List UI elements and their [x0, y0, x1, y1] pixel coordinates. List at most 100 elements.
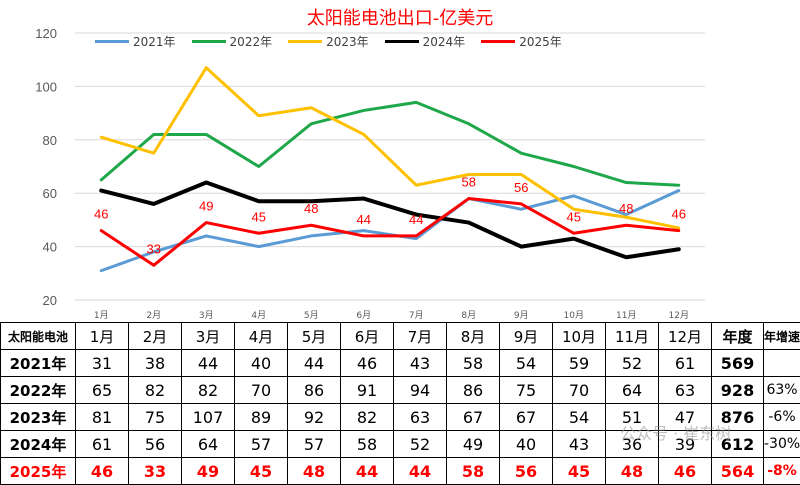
table-month-header: 7月 — [394, 323, 447, 350]
table-cell: 56 — [500, 458, 553, 485]
data-label: 45 — [567, 209, 581, 224]
table-year-cell: 2023年 — [1, 404, 76, 431]
table-total-cell: 569 — [712, 350, 764, 377]
table-cell: 46 — [659, 458, 712, 485]
table-cell: 94 — [394, 377, 447, 404]
table-cell: 70 — [235, 377, 288, 404]
data-label: 49 — [199, 199, 213, 214]
y-tick-label: 40 — [43, 240, 57, 255]
legend-label: 2025年 — [519, 33, 562, 50]
table-cell: 48 — [606, 458, 659, 485]
series-line-2024年 — [101, 183, 679, 258]
table-year-cell: 2022年 — [1, 377, 76, 404]
table-month-header: 4月 — [235, 323, 288, 350]
legend-item: 2023年 — [288, 33, 369, 50]
table-cell: 86 — [447, 377, 500, 404]
data-label: 44 — [409, 212, 423, 227]
table-cell: 45 — [553, 458, 606, 485]
table-growth-cell — [764, 350, 800, 377]
table-month-header: 6月 — [341, 323, 394, 350]
legend-item: 2022年 — [192, 33, 273, 50]
table-total-cell: 928 — [712, 377, 764, 404]
x-tick-label: 6月 — [356, 310, 371, 321]
table-month-header: 8月 — [447, 323, 500, 350]
table-cell: 58 — [447, 350, 500, 377]
y-tick-label: 100 — [35, 79, 57, 94]
legend-item: 2025年 — [481, 33, 562, 50]
table-year-cell: 2021年 — [1, 350, 76, 377]
table-cell: 46 — [341, 350, 394, 377]
table-cell: 58 — [447, 458, 500, 485]
table-cell: 64 — [182, 431, 235, 458]
y-tick-label: 80 — [43, 133, 57, 148]
x-tick-label: 8月 — [461, 310, 476, 321]
x-tick-label: 11月 — [616, 310, 636, 321]
legend-swatch — [288, 40, 322, 43]
legend-item: 2024年 — [385, 33, 466, 50]
table-growth-cell: -30% — [764, 431, 800, 458]
table-cell: 49 — [447, 431, 500, 458]
data-label: 48 — [304, 201, 318, 216]
table-cell: 43 — [394, 350, 447, 377]
table-year-cell: 2025年 — [1, 458, 76, 485]
table-cell: 63 — [394, 404, 447, 431]
watermark: 公众号 · 崔东树 — [620, 420, 731, 444]
table-cell: 63 — [659, 377, 712, 404]
table-cell: 75 — [129, 404, 182, 431]
table-cell: 56 — [129, 431, 182, 458]
table-total-cell: 564 — [712, 458, 764, 485]
table-corner-label: 太阳能电池 — [1, 323, 76, 350]
legend-swatch — [385, 40, 419, 43]
table-cell: 52 — [394, 431, 447, 458]
data-label: 33 — [147, 241, 161, 256]
legend-swatch — [192, 40, 226, 43]
x-tick-label: 10月 — [564, 310, 584, 321]
legend-swatch — [95, 40, 129, 43]
table-total-header: 年度 — [712, 323, 764, 350]
data-label: 44 — [357, 212, 371, 227]
data-label: 46 — [672, 207, 686, 222]
data-label: 58 — [462, 175, 476, 190]
table-cell: 67 — [500, 404, 553, 431]
table-cell: 58 — [341, 431, 394, 458]
table-cell: 91 — [341, 377, 394, 404]
table-cell: 45 — [235, 458, 288, 485]
table-growth-cell: -8% — [764, 458, 800, 485]
legend-label: 2022年 — [230, 33, 273, 50]
x-tick-label: 7月 — [409, 310, 424, 321]
table-cell: 57 — [235, 431, 288, 458]
table-month-header: 11月 — [606, 323, 659, 350]
table-cell: 40 — [500, 431, 553, 458]
table-month-header: 12月 — [659, 323, 712, 350]
x-tick-label: 4月 — [251, 310, 266, 321]
x-tick-label: 12月 — [669, 310, 689, 321]
table-cell: 107 — [182, 404, 235, 431]
table-growth-header: 年增速 — [764, 323, 800, 350]
table-cell: 31 — [76, 350, 129, 377]
table-year-cell: 2024年 — [1, 431, 76, 458]
table-cell: 49 — [182, 458, 235, 485]
table-cell: 67 — [447, 404, 500, 431]
y-tick-label: 20 — [43, 293, 57, 308]
table-month-header: 1月 — [76, 323, 129, 350]
table-cell: 65 — [76, 377, 129, 404]
x-tick-label: 5月 — [304, 310, 319, 321]
x-tick-label: 3月 — [199, 310, 214, 321]
table-cell: 44 — [394, 458, 447, 485]
table-cell: 70 — [553, 377, 606, 404]
table-cell: 82 — [341, 404, 394, 431]
table-cell: 43 — [553, 431, 606, 458]
data-label: 45 — [252, 209, 266, 224]
table-cell: 46 — [76, 458, 129, 485]
table-cell: 40 — [235, 350, 288, 377]
legend-label: 2024年 — [423, 33, 466, 50]
data-label: 46 — [94, 207, 108, 222]
table-cell: 52 — [606, 350, 659, 377]
x-tick-label: 1月 — [94, 310, 109, 321]
